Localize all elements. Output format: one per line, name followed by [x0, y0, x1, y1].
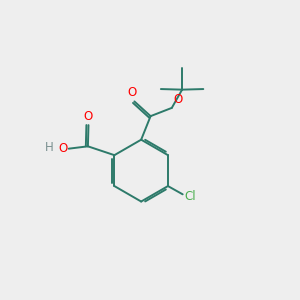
- Text: O: O: [84, 110, 93, 123]
- Text: O: O: [58, 142, 67, 155]
- Text: H: H: [45, 141, 53, 154]
- Text: O: O: [128, 86, 137, 99]
- Text: O: O: [173, 92, 182, 106]
- Text: Cl: Cl: [184, 190, 196, 202]
